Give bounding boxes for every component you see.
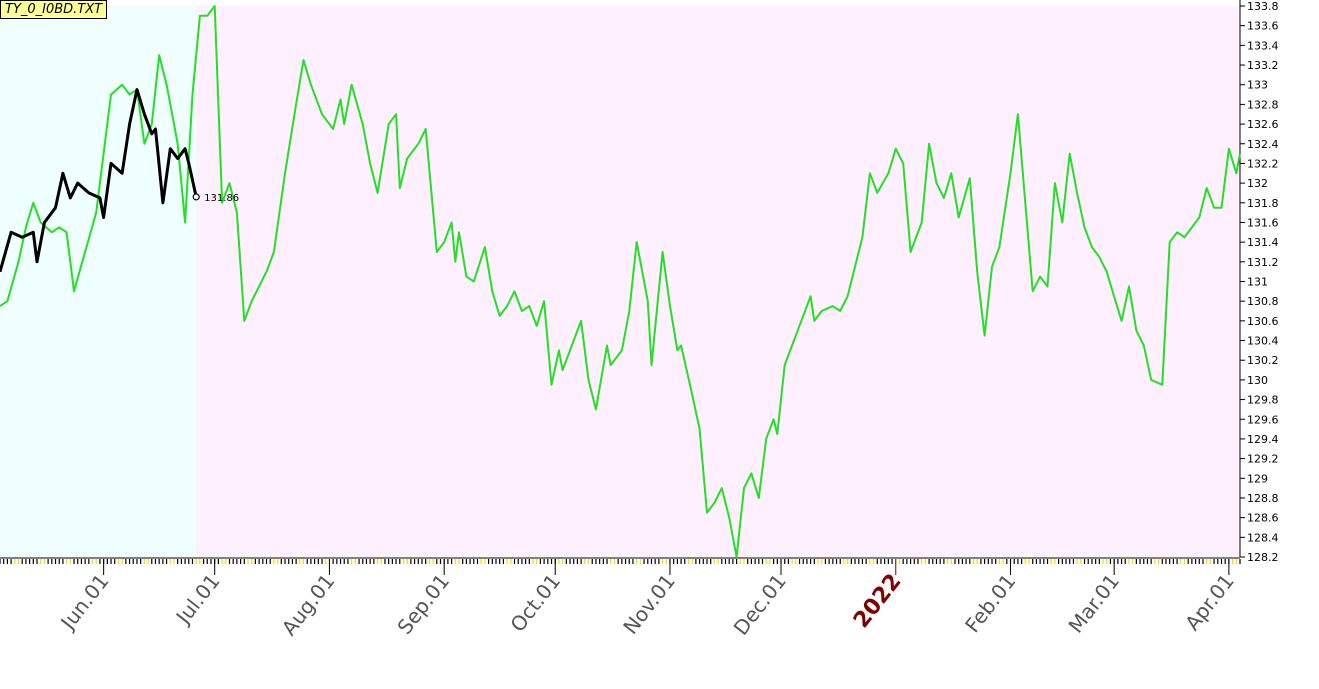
x-tick-label: Nov.01	[618, 569, 680, 638]
x-tick-label: Feb.01	[960, 569, 1020, 637]
x-tick-label: Dec.01	[729, 569, 791, 639]
y-tick-label: 133.6	[1247, 20, 1279, 33]
file-label: TY_0_I0BD.TXT	[0, 0, 108, 19]
x-axis: Jun.01 Jul.01 Aug.01 Sep.01 Oct.01 Nov.01 Dec.…	[0, 557, 1241, 640]
y-tick-label: 130.4	[1247, 335, 1279, 348]
y-tick-label: 128.8	[1247, 492, 1279, 505]
value-label-layer: 131.86	[192, 193, 239, 204]
y-tick-label: 133	[1247, 79, 1268, 92]
x-tick-label: Oct.01	[505, 569, 565, 636]
y-tick-label: 129.8	[1247, 394, 1279, 407]
y-tick-label: 129.6	[1247, 413, 1279, 426]
y-tick-label: 129	[1247, 472, 1268, 485]
last-value-label: 131.86	[204, 193, 239, 204]
y-tick-label: 132.2	[1247, 157, 1279, 170]
y-tick-label: 129.4	[1247, 433, 1279, 446]
y-tick-label: 130	[1247, 374, 1268, 387]
y-axis: 133.8 133.6 133.4 133.2 133 132.8 132.6 132.4 13…	[1239, 0, 1279, 564]
last-value-marker	[192, 193, 200, 201]
y-tick-label: 132.4	[1247, 138, 1279, 151]
x-tick-label: Mar.01	[1063, 569, 1124, 637]
x-tick-label: 2022	[849, 569, 906, 633]
y-tick-label: 133.8	[1247, 0, 1279, 13]
y-tick-label: 130.8	[1247, 295, 1279, 308]
x-tick-label: Jul.01	[170, 569, 225, 629]
y-tick-label: 132.8	[1247, 98, 1279, 111]
forecast-background	[0, 6, 197, 557]
y-tick-label: 131	[1247, 276, 1268, 289]
actual-background	[196, 6, 1241, 557]
y-tick-label: 132.6	[1247, 118, 1279, 131]
y-tick-label: 130.6	[1247, 315, 1279, 328]
x-tick-label: Sep.01	[392, 569, 454, 639]
y-tick-label: 128.2	[1247, 551, 1279, 564]
y-tick-label: 130.2	[1247, 354, 1279, 367]
y-tick-label: 129.2	[1247, 453, 1279, 466]
x-tick-label: Aug.01	[277, 569, 340, 640]
x-tick-label: Apr.01	[1180, 569, 1239, 635]
series-layer	[0, 5, 1241, 558]
y-tick-label: 128.6	[1247, 512, 1279, 525]
y-tick-label: 131.4	[1247, 236, 1279, 249]
actual-line	[0, 88, 198, 273]
y-tick-label: 133.2	[1247, 59, 1279, 72]
y-tick-label: 133.4	[1247, 39, 1279, 52]
forecast-line	[0, 5, 1241, 558]
y-tick-label: 132	[1247, 177, 1268, 190]
x-tick-label: Jun.01	[55, 569, 114, 635]
y-tick-label: 128.4	[1247, 531, 1279, 544]
y-tick-label: 131.8	[1247, 197, 1279, 210]
y-tick-label: 131.2	[1247, 256, 1279, 269]
y-tick-label: 131.6	[1247, 216, 1279, 229]
